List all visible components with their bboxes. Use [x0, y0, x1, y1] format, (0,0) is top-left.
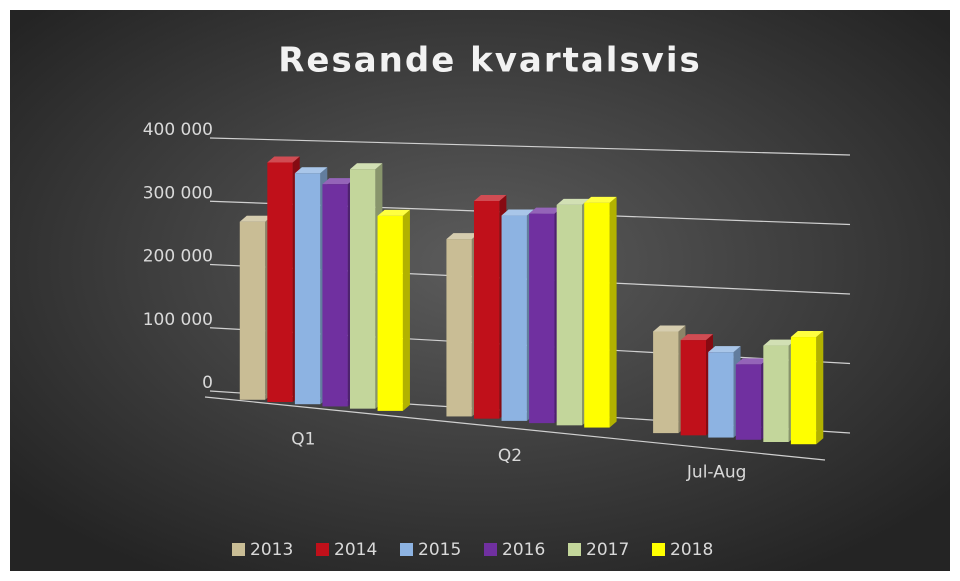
bar-top: [322, 178, 355, 185]
bar: [680, 340, 707, 436]
bar-top-shade: [267, 156, 300, 163]
bar-top: [653, 325, 686, 332]
bar: [556, 204, 583, 426]
plot: 0 100 000 200 000 300 000 400 000 Q1 Q2 Jul-Aug…: [143, 120, 851, 560]
bar-top: [680, 334, 714, 341]
bar-top-shade: [653, 325, 686, 332]
bar: [584, 202, 610, 428]
bar-top-shade: [584, 196, 617, 203]
bar: [349, 169, 376, 409]
legend-swatch: [568, 543, 581, 556]
legend-label: 2014: [334, 540, 377, 560]
x-tick-label: Jul-Aug: [686, 463, 746, 483]
bar-top: [790, 331, 824, 338]
bar: [446, 239, 472, 417]
x-tick-label: Q2: [498, 446, 522, 466]
bar-top-shade: [294, 167, 328, 174]
bar-top: [349, 163, 383, 170]
bar-top-shade: [735, 358, 769, 365]
bar: [501, 215, 527, 421]
legend-label: 2015: [418, 540, 461, 560]
bar-top: [501, 209, 534, 216]
x-tick-label: Q1: [291, 429, 315, 449]
bar-top-shade: [377, 209, 410, 216]
y-tick-label: 400 000: [143, 120, 213, 140]
bar-top-shade: [322, 178, 355, 185]
chart-title: Resande kvartalsvis: [278, 41, 702, 81]
bar-top-shade: [239, 215, 273, 222]
y-tick-label: 200 000: [143, 247, 213, 267]
bar-side-shade: [816, 331, 824, 445]
bar-top: [763, 339, 796, 346]
bar-side: [402, 209, 410, 411]
bar: [294, 173, 321, 405]
bar-top-shade: [790, 331, 824, 338]
legend-label: 2016: [502, 540, 545, 560]
bar-side-shade: [609, 196, 617, 428]
bar-top-shade: [501, 209, 534, 216]
bar: [763, 345, 789, 442]
floor-edge: [204, 396, 826, 461]
bar-top: [584, 196, 617, 203]
bar-top-shade: [763, 339, 796, 346]
bar: [735, 364, 762, 440]
bar-top: [735, 358, 769, 365]
bar-top: [529, 207, 562, 214]
bar-top: [708, 346, 741, 353]
bar: [377, 215, 403, 411]
legend-label: 2017: [586, 540, 629, 560]
bar-top-shade: [556, 198, 590, 205]
legend-label: 2018: [670, 540, 713, 560]
bar: [473, 201, 500, 419]
bar-top: [239, 215, 273, 222]
bar-top-shade: [446, 233, 479, 240]
bar: [790, 337, 817, 445]
legend-swatch: [316, 543, 329, 556]
bar: [529, 213, 555, 424]
bar-top-shade: [349, 163, 383, 170]
grid-line: [209, 137, 851, 156]
bar-top: [556, 198, 590, 205]
bar-side-shade: [402, 209, 410, 411]
legend-swatch: [484, 543, 497, 556]
bar-top-shade: [708, 346, 741, 353]
bar-top: [267, 156, 300, 163]
legend-swatch: [400, 543, 413, 556]
bar-top: [294, 167, 328, 174]
bar-top-shade: [529, 207, 562, 214]
bar: [322, 184, 348, 407]
bar-top: [446, 233, 479, 240]
bar-top-shade: [680, 334, 714, 341]
bar-top: [377, 209, 410, 216]
y-tick-label: 300 000: [143, 183, 213, 203]
bar-top-shade: [473, 195, 507, 202]
bar-side: [816, 331, 824, 445]
legend-swatch: [652, 543, 665, 556]
bar-side: [609, 196, 617, 428]
y-tick-label: 0: [202, 373, 213, 393]
bar: [239, 221, 266, 400]
legend-label: 2013: [250, 540, 293, 560]
y-tick-label: 100 000: [143, 310, 213, 330]
bar: [708, 352, 734, 438]
bar: [653, 331, 679, 434]
bar: [267, 162, 293, 402]
bar-top: [473, 195, 507, 202]
legend-swatch: [232, 543, 245, 556]
